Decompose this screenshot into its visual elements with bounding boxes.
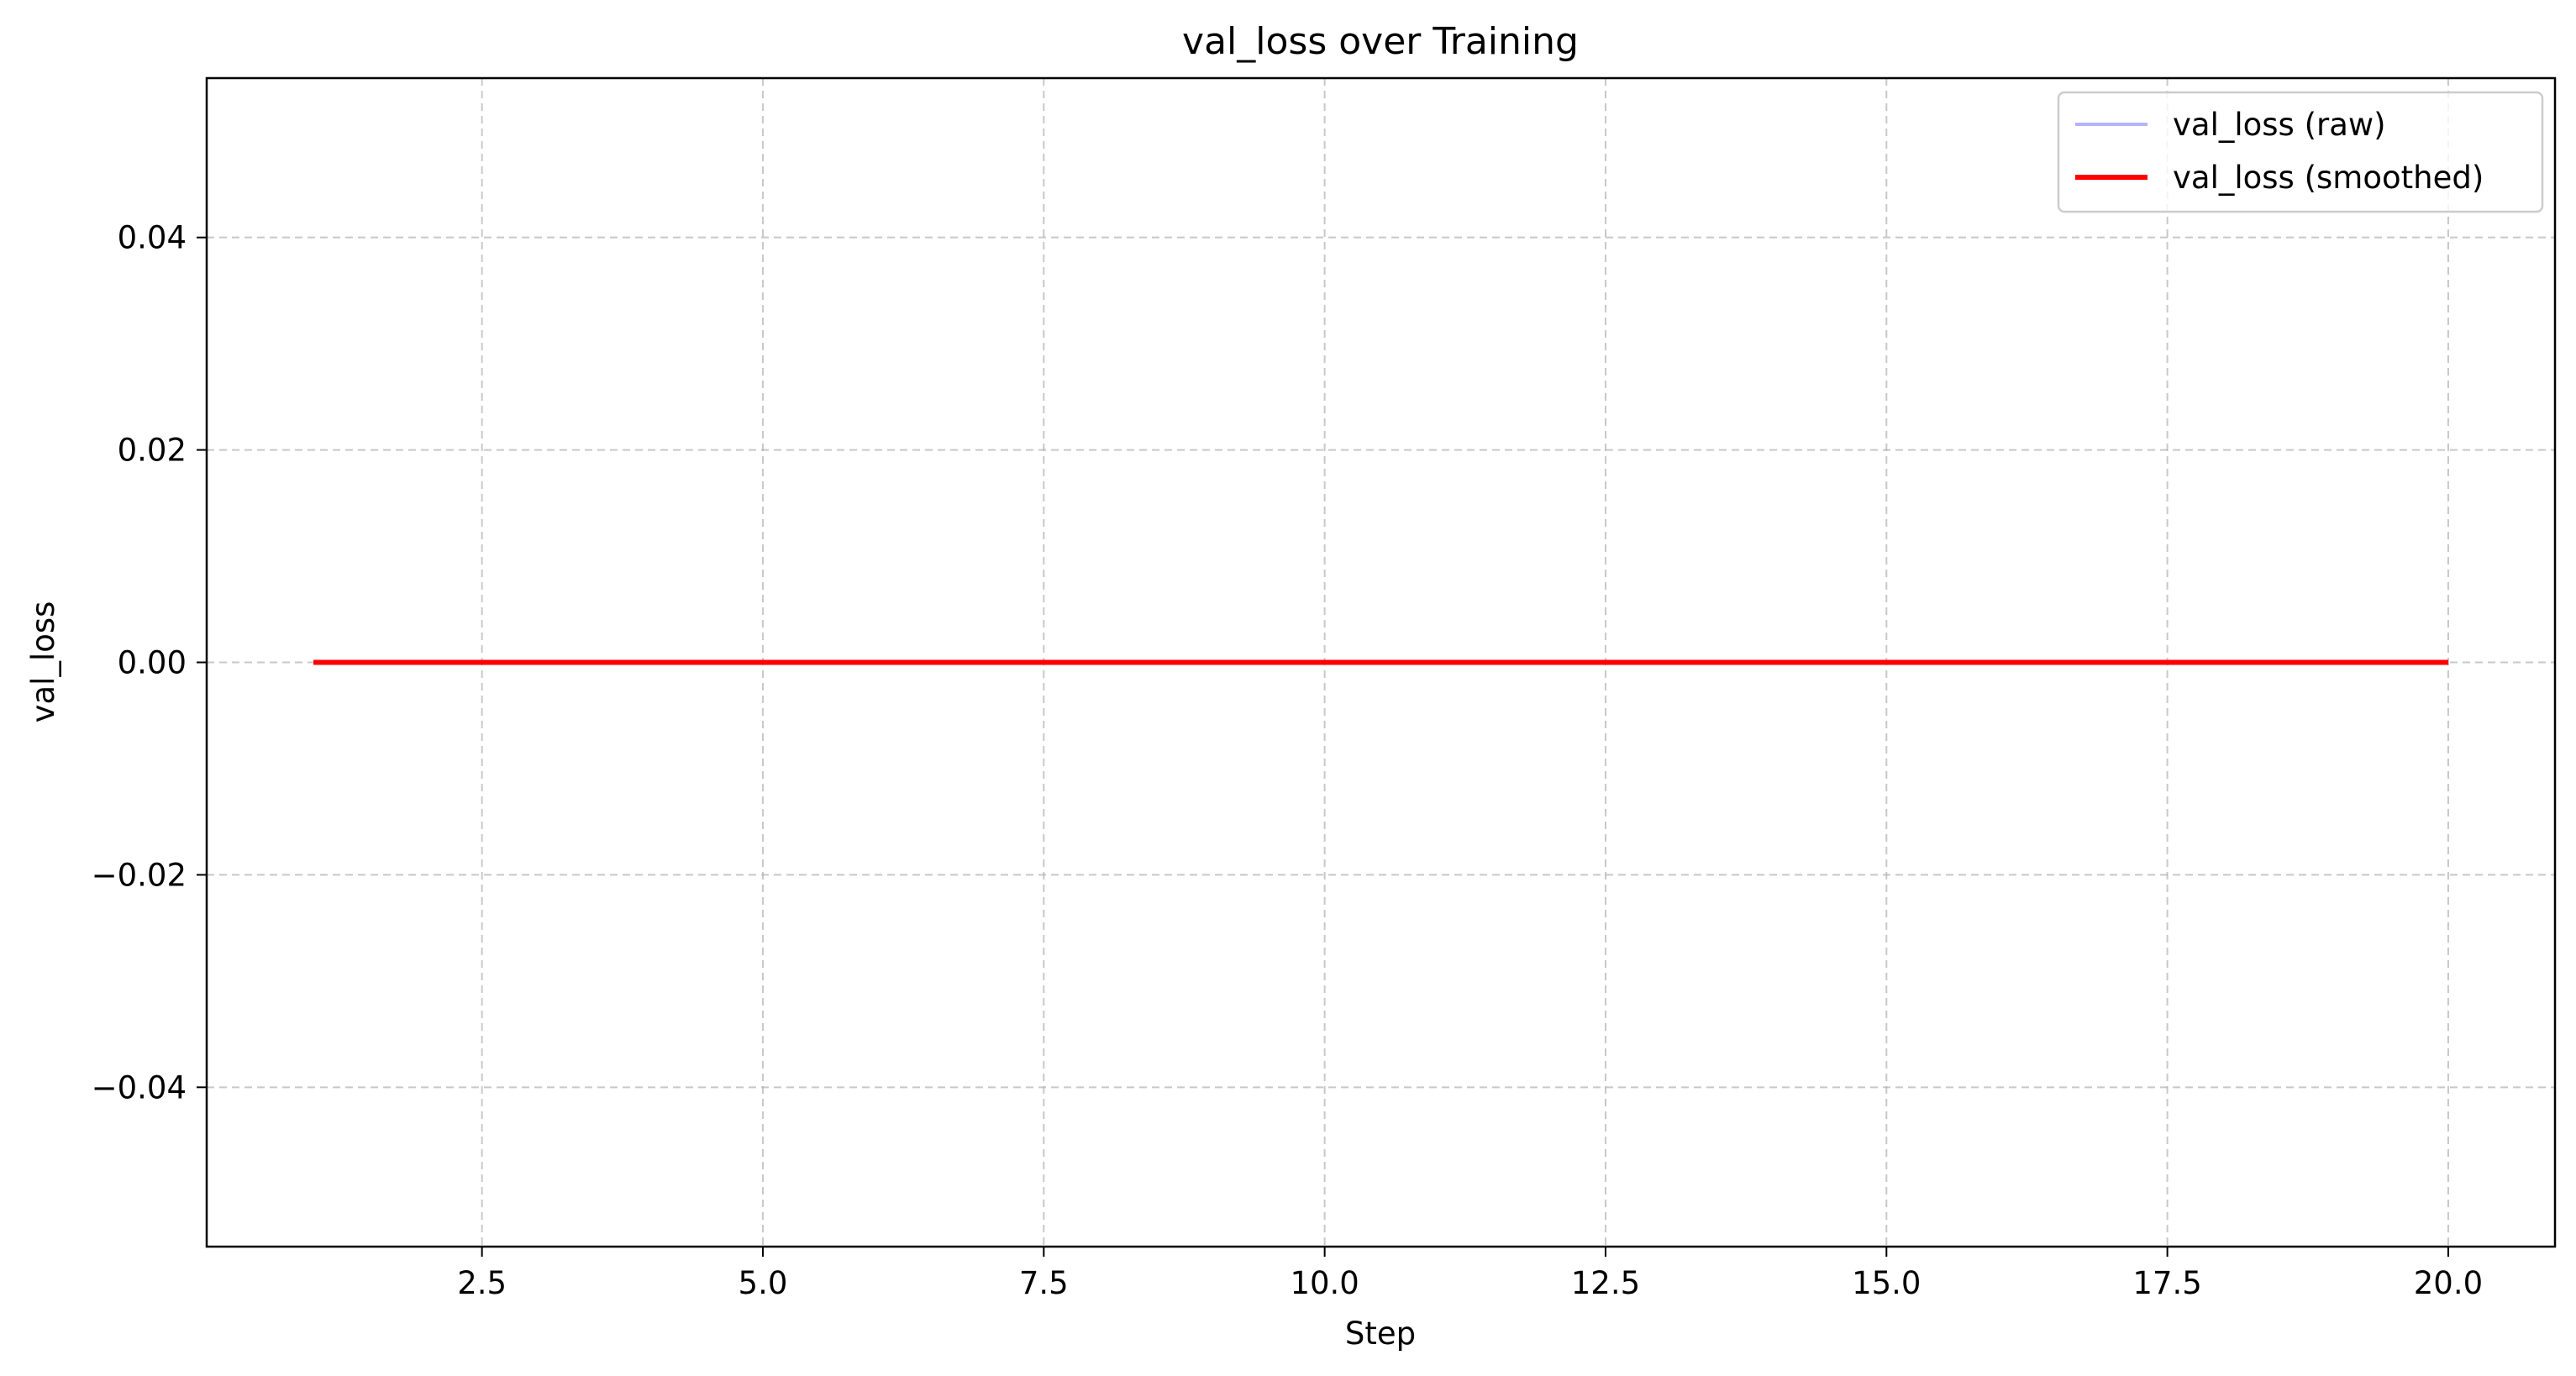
y-axis-label: val_loss xyxy=(25,601,61,723)
chart-title: val_loss over Training xyxy=(1182,20,1579,63)
x-tick-label: 17.5 xyxy=(2132,1265,2201,1301)
legend-label-raw: val_loss (raw) xyxy=(2173,107,2386,143)
x-tick-label: 15.0 xyxy=(1852,1265,1921,1301)
legend-label-smoothed: val_loss (smoothed) xyxy=(2173,160,2484,196)
axis-ticks: 2.5 5.0 7.5 10.0 12.5 15.0 17.5 20.0 −0.04 −0.02 0… xyxy=(92,220,2484,1301)
x-axis-label: Step xyxy=(1345,1316,1416,1352)
x-tick-label: 5.0 xyxy=(739,1265,788,1301)
x-tick-label: 10.0 xyxy=(1290,1265,1359,1301)
y-tick-label: 0.00 xyxy=(118,645,187,681)
y-tick-label: 0.02 xyxy=(118,433,187,469)
y-tick-label: −0.04 xyxy=(92,1069,187,1106)
legend: val_loss (raw) val_loss (smoothed) xyxy=(2057,91,2544,213)
x-tick-label: 7.5 xyxy=(1019,1265,1069,1301)
x-tick-label: 20.0 xyxy=(2414,1265,2483,1301)
x-tick-label: 12.5 xyxy=(1571,1265,1640,1301)
y-tick-label: 0.04 xyxy=(118,220,187,256)
legend-box xyxy=(2057,91,2544,213)
x-tick-label: 2.5 xyxy=(457,1265,507,1301)
y-tick-label: −0.02 xyxy=(92,857,187,893)
